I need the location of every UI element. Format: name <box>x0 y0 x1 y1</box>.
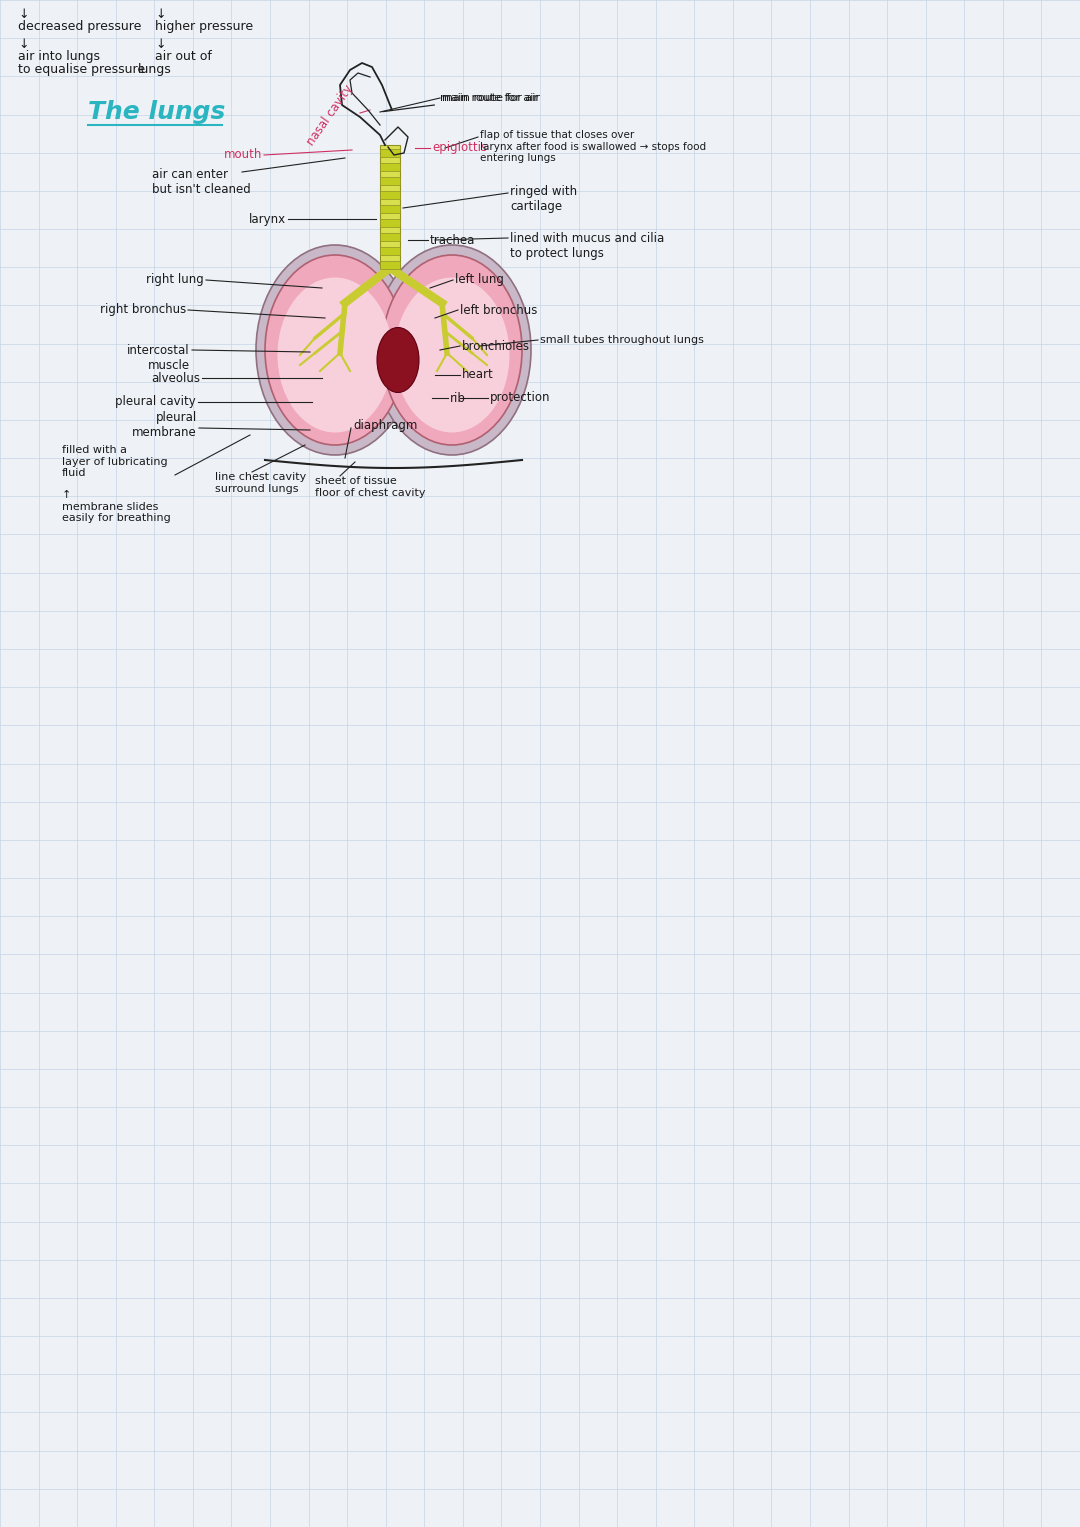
Text: larynx: larynx <box>248 212 286 226</box>
Text: line chest cavity
surround lungs: line chest cavity surround lungs <box>215 472 307 493</box>
Text: lined with mucus and cilia
to protect lungs: lined with mucus and cilia to protect lu… <box>510 232 664 260</box>
Bar <box>380 145 400 269</box>
Ellipse shape <box>394 278 510 432</box>
Bar <box>380 218 400 228</box>
Text: sheet of tissue
floor of chest cavity: sheet of tissue floor of chest cavity <box>315 476 426 498</box>
Bar <box>380 261 400 269</box>
Text: main route for air: main route for air <box>442 93 540 102</box>
Text: flap of tissue that closes over
larynx after food is swallowed → stops food
ente: flap of tissue that closes over larynx a… <box>480 130 706 163</box>
Text: to equalise pressure: to equalise pressure <box>18 63 145 76</box>
Bar <box>380 177 400 185</box>
Text: rib: rib <box>450 391 465 405</box>
Text: mouth: mouth <box>224 148 262 162</box>
Text: higher pressure: higher pressure <box>156 20 253 34</box>
Text: nasal cavity: nasal cavity <box>305 82 355 148</box>
Bar <box>380 247 400 255</box>
Text: pleural
membrane: pleural membrane <box>132 411 197 438</box>
Ellipse shape <box>256 244 414 455</box>
Text: ↑
membrane slides
easily for breathing: ↑ membrane slides easily for breathing <box>62 490 171 524</box>
Bar <box>380 234 400 241</box>
Text: trachea: trachea <box>430 234 475 246</box>
Text: bronchioles: bronchioles <box>462 339 530 353</box>
Text: diaphragm: diaphragm <box>353 418 417 432</box>
Text: ↓: ↓ <box>156 38 165 50</box>
Text: epiglottis: epiglottis <box>432 142 487 154</box>
Ellipse shape <box>265 255 405 444</box>
Text: protection: protection <box>490 391 551 405</box>
Text: air into lungs: air into lungs <box>18 50 100 63</box>
Text: main route for air: main route for air <box>382 93 538 111</box>
Ellipse shape <box>278 278 392 432</box>
Text: lungs: lungs <box>138 63 172 76</box>
Text: heart: heart <box>462 368 494 382</box>
Text: right bronchus: right bronchus <box>99 304 186 316</box>
Text: intercostal
muscle: intercostal muscle <box>127 344 190 373</box>
Ellipse shape <box>377 327 419 392</box>
Text: ↓: ↓ <box>18 8 28 21</box>
Text: air can enter
but isn't cleaned: air can enter but isn't cleaned <box>152 168 251 195</box>
Text: ↓: ↓ <box>18 38 28 50</box>
Text: decreased pressure: decreased pressure <box>18 20 141 34</box>
Text: The lungs: The lungs <box>87 99 226 124</box>
Bar <box>380 205 400 212</box>
Text: alveolus: alveolus <box>151 371 200 385</box>
Text: left bronchus: left bronchus <box>460 304 538 316</box>
Text: right lung: right lung <box>146 273 204 287</box>
Text: ringed with
cartilage: ringed with cartilage <box>510 185 577 212</box>
Bar <box>380 150 400 157</box>
Text: small tubes throughout lungs: small tubes throughout lungs <box>540 334 704 345</box>
Ellipse shape <box>373 244 531 455</box>
Text: left lung: left lung <box>455 273 504 287</box>
Text: pleural cavity: pleural cavity <box>116 395 195 409</box>
Ellipse shape <box>382 255 522 444</box>
Text: air out of: air out of <box>156 50 212 63</box>
Text: ↓: ↓ <box>156 8 165 21</box>
Bar <box>380 191 400 199</box>
Text: filled with a
layer of lubricating
fluid: filled with a layer of lubricating fluid <box>62 444 167 478</box>
Bar <box>380 163 400 171</box>
